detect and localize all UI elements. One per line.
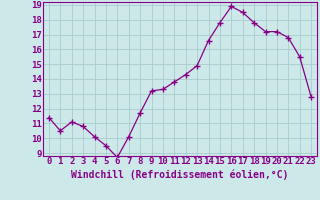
X-axis label: Windchill (Refroidissement éolien,°C): Windchill (Refroidissement éolien,°C) [71, 169, 289, 180]
